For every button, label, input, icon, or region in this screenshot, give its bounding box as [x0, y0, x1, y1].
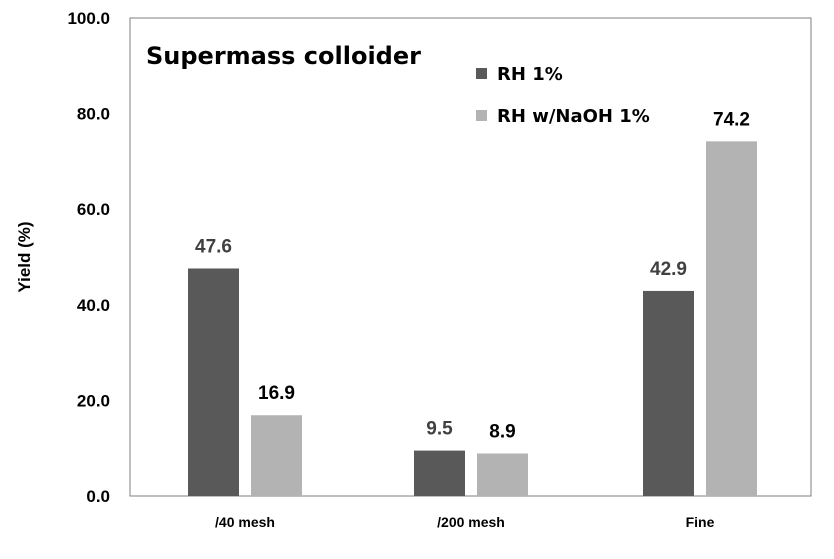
bar-rh-naoh-1-2 [706, 141, 757, 496]
y-axis-label: Yield (%) [15, 221, 34, 292]
bar-rh-1-2 [643, 290, 694, 496]
y-tick-label: 100.0 [67, 9, 110, 28]
legend-swatch [476, 68, 487, 79]
x-tick-label: /40 mesh [215, 514, 275, 530]
x-tick-label: Fine [686, 514, 715, 530]
data-labels-group: 47.6 9.5 42.9 16.9 8.9 74.2 [195, 109, 750, 442]
data-label: 8.9 [489, 421, 515, 442]
y-tick-label: 80.0 [77, 105, 110, 124]
y-tick-label: 40.0 [77, 296, 110, 315]
y-tick-label: 20.0 [77, 391, 110, 410]
data-label: 9.5 [426, 419, 453, 440]
bar-rh-1-1 [414, 450, 465, 496]
bar-rh-naoh-1-0 [251, 415, 302, 496]
data-label: 16.9 [258, 383, 295, 404]
legend-swatch [476, 110, 487, 121]
y-tick-label: 0.0 [86, 487, 110, 506]
x-tick-label: /200 mesh [437, 514, 505, 530]
data-label: 47.6 [195, 236, 232, 257]
data-label: 74.2 [713, 109, 750, 130]
y-axis-ticks: 0.0 20.0 40.0 60.0 80.0 100.0 [67, 9, 110, 506]
x-axis-labels: /40 mesh/200 mesh Fine [215, 514, 715, 530]
chart-title: Supermass colloider [146, 42, 421, 70]
bar-rh-naoh-1-1 [477, 453, 528, 496]
legend: RH 1% RH w/NaOH 1% [476, 64, 650, 127]
bar-series-group [188, 141, 757, 496]
y-tick-label: 60.0 [77, 200, 110, 219]
data-label: 42.9 [650, 259, 687, 280]
bar-rh-1-0 [188, 268, 239, 496]
legend-label: RH 1% [497, 64, 563, 85]
plot-area-frame [129, 17, 812, 497]
legend-label: RH w/NaOH 1% [497, 106, 650, 127]
